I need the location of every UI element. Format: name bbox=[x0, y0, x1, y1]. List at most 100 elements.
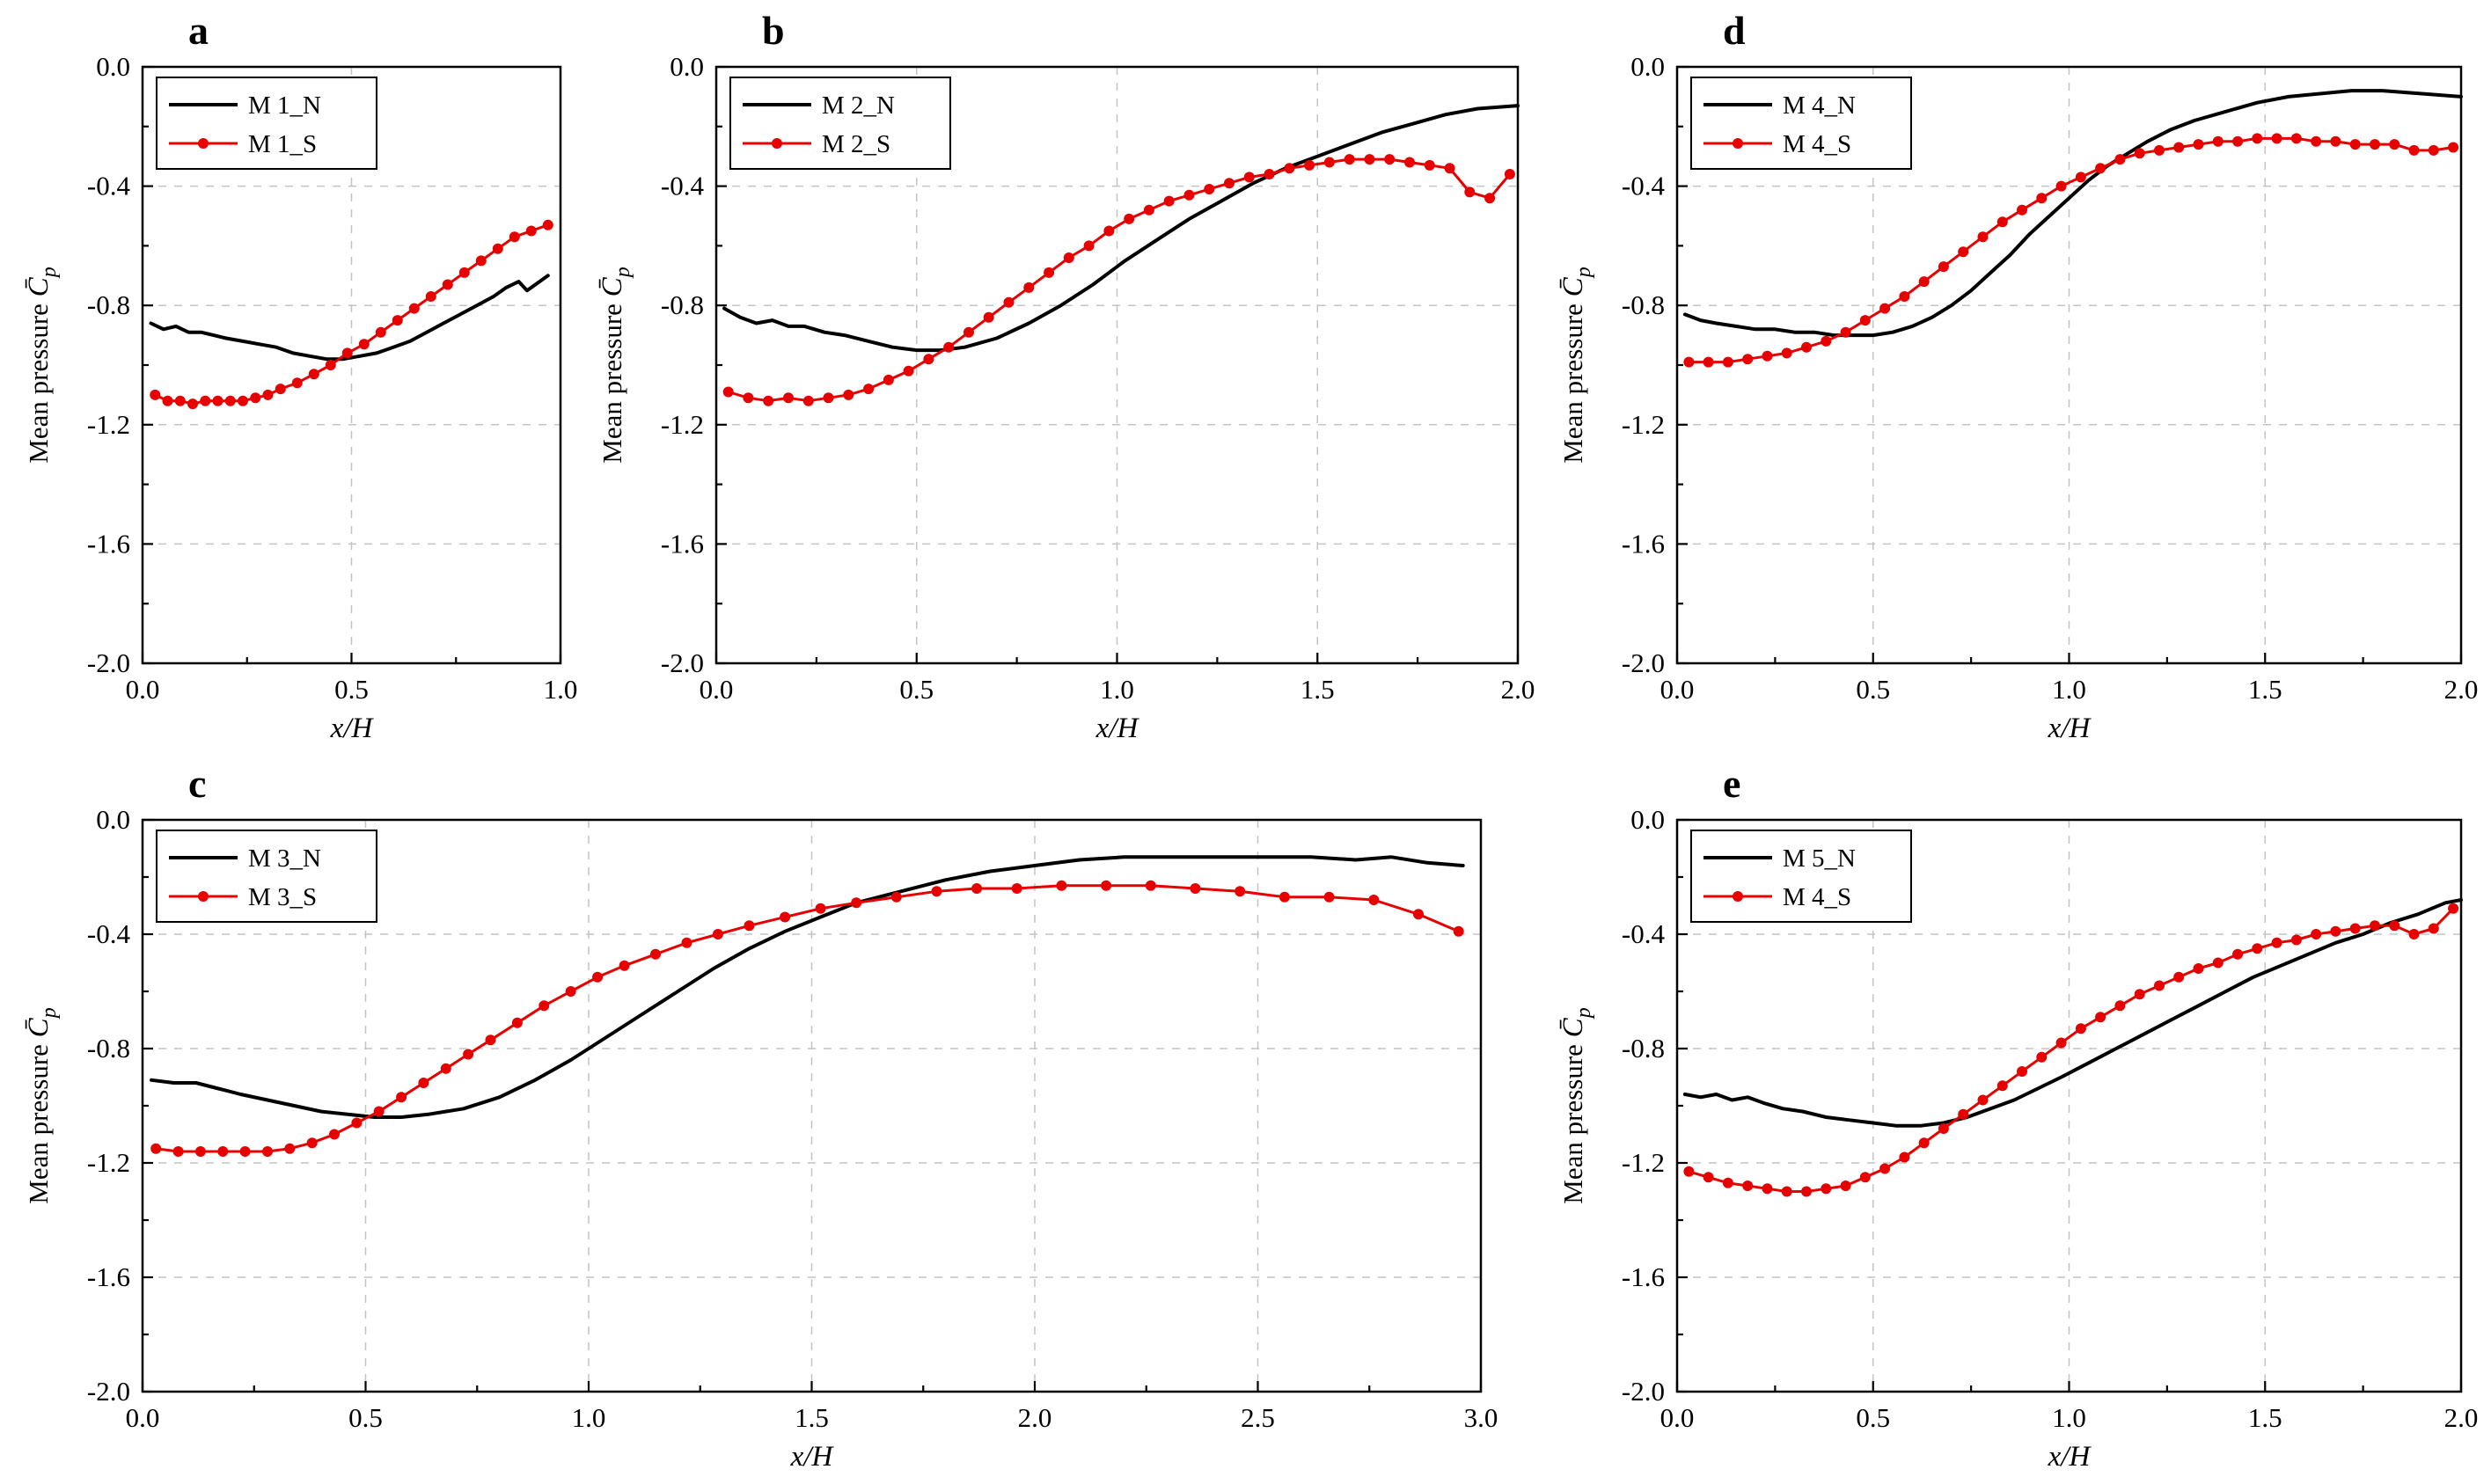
legend-label: M 1_N bbox=[248, 91, 321, 120]
tick-labels: 0.0 0.5 1.0 1.5 2.0 0.0 -0.4 -0.8 -1.2 -1.6 -2.0 bbox=[661, 51, 1535, 705]
svg-text:1.5: 1.5 bbox=[2248, 674, 2282, 705]
svg-text:1.0: 1.0 bbox=[572, 1402, 606, 1433]
svg-text:3.0: 3.0 bbox=[1464, 1402, 1498, 1433]
chart-panel-d: 0.0 0.5 1.0 1.5 2.0 0.0 -0.4 -0.8 -1.2 -1.6 -2.0 M … bbox=[1545, 5, 2483, 751]
svg-text:1.5: 1.5 bbox=[1300, 674, 1335, 705]
axis-ticks bbox=[141, 65, 562, 665]
panel-letter: b bbox=[762, 8, 785, 53]
svg-text:-1.2: -1.2 bbox=[661, 409, 704, 440]
series-M-1_N bbox=[149, 274, 550, 362]
svg-text:-2.0: -2.0 bbox=[1622, 647, 1665, 678]
svg-text:-2.0: -2.0 bbox=[87, 647, 130, 678]
svg-text:0.5: 0.5 bbox=[899, 674, 934, 705]
panel-letter: e bbox=[1723, 761, 1740, 806]
legend-label: M 2_N bbox=[822, 91, 895, 120]
svg-text:0.0: 0.0 bbox=[700, 674, 734, 705]
svg-text:1.0: 1.0 bbox=[1100, 674, 1134, 705]
legend-label: M 5_N bbox=[1783, 844, 1856, 873]
chart-svg-e: 0.0 0.5 1.0 1.5 2.0 0.0 -0.4 -0.8 -1.2 -1.6 -2.0 M … bbox=[1557, 761, 2479, 1473]
svg-text:-1.2: -1.2 bbox=[87, 1147, 130, 1178]
chart-svg-d: 0.0 0.5 1.0 1.5 2.0 0.0 -0.4 -0.8 -1.2 -1.6 -2.0 M … bbox=[1557, 8, 2478, 744]
svg-text:-1.6: -1.6 bbox=[87, 1261, 130, 1292]
svg-text:-0.4: -0.4 bbox=[1622, 918, 1666, 949]
svg-text:2.0: 2.0 bbox=[1501, 674, 1535, 705]
y-axis-label: Mean pressure C̄p bbox=[1557, 267, 1595, 463]
axis-ticks bbox=[1675, 818, 2463, 1393]
svg-text:0.0: 0.0 bbox=[1630, 51, 1665, 82]
svg-text:0.0: 0.0 bbox=[670, 51, 704, 82]
svg-text:-0.4: -0.4 bbox=[87, 918, 131, 949]
svg-text:-1.6: -1.6 bbox=[1622, 1261, 1665, 1292]
x-axis-label: x/H bbox=[1095, 713, 1140, 744]
panel-letter: a bbox=[188, 8, 209, 53]
svg-text:-1.6: -1.6 bbox=[1622, 528, 1665, 559]
chart-svg-a: 0.0 0.5 1.00.0-0.4-0.8-1.2-1.6-2.0M 1_NM 1… bbox=[23, 8, 577, 744]
svg-text:-0.8: -0.8 bbox=[87, 1033, 130, 1064]
chart-svg-c: 0.0 0.5 1.0 1.5 2.0 2.5 3.0 0.0 -0.4 -0.8 -1.2 -1.6… bbox=[23, 761, 1498, 1473]
svg-text:0.5: 0.5 bbox=[334, 674, 369, 705]
svg-text:-1.2: -1.2 bbox=[1622, 409, 1665, 440]
svg-text:0.5: 0.5 bbox=[1856, 674, 1890, 705]
tick-labels: 0.0 0.5 1.0 0.0 -0.4 -0.8 -1.2 -1.6 -2.0 bbox=[87, 51, 577, 705]
tick-labels: 0.0 0.5 1.0 1.5 2.0 0.0 -0.4 -0.8 -1.2 -1.6 -2.0 bbox=[1622, 51, 2478, 705]
svg-text:-0.8: -0.8 bbox=[1622, 1033, 1665, 1064]
series-M-1_S bbox=[150, 219, 553, 410]
axis-ticks bbox=[1675, 65, 2463, 665]
chart-panel-b: 0.0 0.5 1.0 1.5 2.0 0.0 -0.4 -0.8 -1.2 -1.6 -2.0 M … bbox=[584, 5, 1540, 751]
svg-text:1.0: 1.0 bbox=[544, 674, 578, 705]
svg-text:0.0: 0.0 bbox=[1660, 1402, 1695, 1433]
x-axis-label: x/H bbox=[2048, 713, 2092, 744]
svg-text:0.0: 0.0 bbox=[1630, 804, 1665, 835]
series-M-2_N bbox=[722, 104, 1520, 353]
axis-ticks bbox=[141, 818, 1483, 1393]
svg-text:-0.4: -0.4 bbox=[661, 171, 705, 201]
svg-text:0.0: 0.0 bbox=[96, 51, 130, 82]
legend: M 1_N M 1_S bbox=[156, 77, 377, 170]
x-axis-label: x/H bbox=[330, 713, 375, 744]
svg-text:-1.6: -1.6 bbox=[87, 528, 130, 559]
legend: M 2_N M 2_S bbox=[729, 77, 951, 170]
y-axis-label: Mean pressure C̄p bbox=[1557, 1007, 1595, 1203]
series-M-3_N bbox=[150, 855, 1465, 1119]
chart-svg-b: 0.0 0.5 1.0 1.5 2.0 0.0 -0.4 -0.8 -1.2 -1.6 -2.0 M … bbox=[597, 8, 1535, 744]
series-M-4_N bbox=[1682, 89, 2463, 338]
legend-label: M 4_N bbox=[1783, 91, 1856, 120]
panel-letter: c bbox=[188, 761, 206, 806]
svg-text:-1.6: -1.6 bbox=[661, 528, 704, 559]
svg-text:-0.8: -0.8 bbox=[87, 289, 130, 320]
y-axis-label: Mean pressure C̄p bbox=[23, 1007, 61, 1203]
svg-text:0.0: 0.0 bbox=[96, 804, 130, 835]
svg-text:-1.2: -1.2 bbox=[1622, 1147, 1665, 1178]
svg-text:-1.2: -1.2 bbox=[87, 409, 130, 440]
legend-label: M 4_S bbox=[1783, 130, 1851, 158]
series-M-4_S bbox=[1683, 903, 2459, 1197]
svg-text:2.5: 2.5 bbox=[1241, 1402, 1275, 1433]
panel-letter: d bbox=[1723, 8, 1746, 53]
svg-text:-0.8: -0.8 bbox=[661, 289, 704, 320]
svg-text:0.5: 0.5 bbox=[1856, 1402, 1890, 1433]
y-axis-label: Mean pressure C̄p bbox=[23, 267, 61, 463]
legend: M 5_N M 4_S bbox=[1690, 830, 1912, 923]
y-axis-label: Mean pressure C̄p bbox=[597, 267, 634, 463]
series-M-3_S bbox=[150, 880, 1464, 1157]
chart-panel-c: 0.0 0.5 1.0 1.5 2.0 2.5 3.0 0.0 -0.4 -0.8 -1.2 -1.6… bbox=[11, 758, 1503, 1480]
svg-text:1.5: 1.5 bbox=[795, 1402, 829, 1433]
svg-text:-0.4: -0.4 bbox=[87, 171, 131, 201]
svg-text:-2.0: -2.0 bbox=[87, 1376, 130, 1407]
svg-text:-0.8: -0.8 bbox=[1622, 289, 1665, 320]
x-axis-label: x/H bbox=[2048, 1441, 2092, 1473]
svg-text:2.0: 2.0 bbox=[2444, 1402, 2479, 1433]
legend: M 3_N M 3_S bbox=[156, 830, 377, 923]
svg-text:2.0: 2.0 bbox=[2444, 674, 2479, 705]
svg-text:-0.4: -0.4 bbox=[1622, 171, 1666, 201]
legend-label: M 1_S bbox=[248, 130, 317, 158]
svg-text:-2.0: -2.0 bbox=[661, 647, 704, 678]
legend: M 4_N M 4_S bbox=[1690, 77, 1912, 170]
series-M-4_S bbox=[1683, 133, 2459, 368]
gridlines bbox=[143, 820, 1481, 1392]
chart-panel-a: 0.0 0.5 1.0 0.0 -0.4 -0.8 -1.2 -1.6 -2.0 M 1_N M 1… bbox=[11, 5, 582, 751]
svg-text:0.0: 0.0 bbox=[126, 1402, 160, 1433]
svg-text:1.5: 1.5 bbox=[2248, 1402, 2282, 1433]
series-M-5_N bbox=[1682, 898, 2463, 1128]
